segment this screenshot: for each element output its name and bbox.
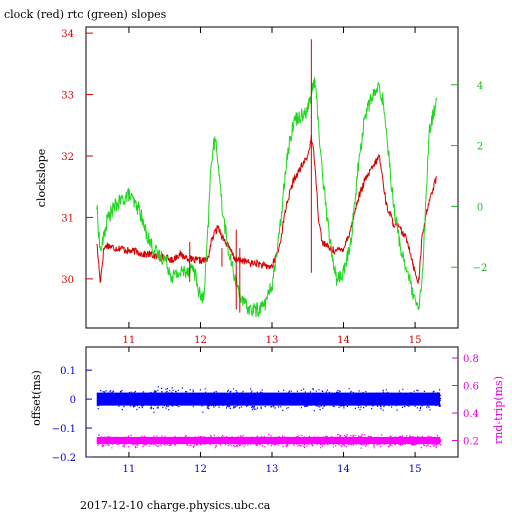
bottom-y2-tick-label: 0.8 xyxy=(463,354,479,365)
bottom-y2-tick-label: 0.6 xyxy=(463,382,479,393)
top-x-tick-label: 11 xyxy=(123,335,136,346)
footer-text: 2017-12-10 charge.physics.ubc.ca xyxy=(80,499,271,512)
top-y2-tick-label: −2 xyxy=(473,263,488,274)
top-x-tick-label: 12 xyxy=(194,335,207,346)
top-y-tick-label: 32 xyxy=(61,152,74,163)
series-line-clock xyxy=(96,134,437,285)
top-plot-frame xyxy=(85,26,459,329)
top-x-tick-label: 15 xyxy=(409,335,422,346)
top-y2-tick-label: 4 xyxy=(477,81,483,92)
top-y2-tick-label: 2 xyxy=(477,142,483,153)
top-y-tick-label: 34 xyxy=(61,29,74,40)
scatter-points-rnd-trip xyxy=(96,433,442,449)
bottom-y2-axis-label: rnd-trip(ms) xyxy=(492,376,505,444)
top-y-tick-label: 30 xyxy=(61,275,74,286)
chart-title: clock (red) rtc (green) slopes xyxy=(4,8,167,21)
bottom-x-tick-label: 11 xyxy=(123,464,136,475)
bottom-x-tick-label: 14 xyxy=(337,464,350,475)
top-y2-tick-label: 0 xyxy=(477,202,483,213)
top-x-tick-label: 13 xyxy=(266,335,279,346)
top-plot-layer: 11 12 13 14 15 30 31 32 33 34 −2 0 2 4 xyxy=(61,27,487,346)
top-y-tick-label: 31 xyxy=(61,213,74,224)
top-y-axis-label: clockslope xyxy=(35,149,48,207)
top-y-tick-label: 33 xyxy=(61,91,74,102)
bottom-y2-tick-label: 0.4 xyxy=(463,409,479,420)
bottom-x-tick-label: 12 xyxy=(194,464,207,475)
bottom-y-tick-label: −0.1 xyxy=(52,424,76,435)
bottom-x-tick-label: 13 xyxy=(266,464,279,475)
bottom-y-tick-label: 0.1 xyxy=(60,366,76,377)
bottom-y-tick-label: −0.2 xyxy=(52,453,76,464)
bottom-y2-tick-label: 0.2 xyxy=(463,437,479,448)
bottom-plot-layer: 11 12 13 14 15 −0.2 −0.1 0 0.1 0.2 0.4 0.6 0.8 xyxy=(52,347,479,475)
top-x-tick-label: 14 xyxy=(337,335,350,346)
bottom-y-axis-label: offset(ms) xyxy=(30,370,43,426)
series-line-rtc xyxy=(96,77,437,318)
scatter-points-offset xyxy=(97,386,442,413)
bottom-y-tick-label: 0 xyxy=(70,395,76,406)
bottom-x-tick-label: 15 xyxy=(409,464,422,475)
